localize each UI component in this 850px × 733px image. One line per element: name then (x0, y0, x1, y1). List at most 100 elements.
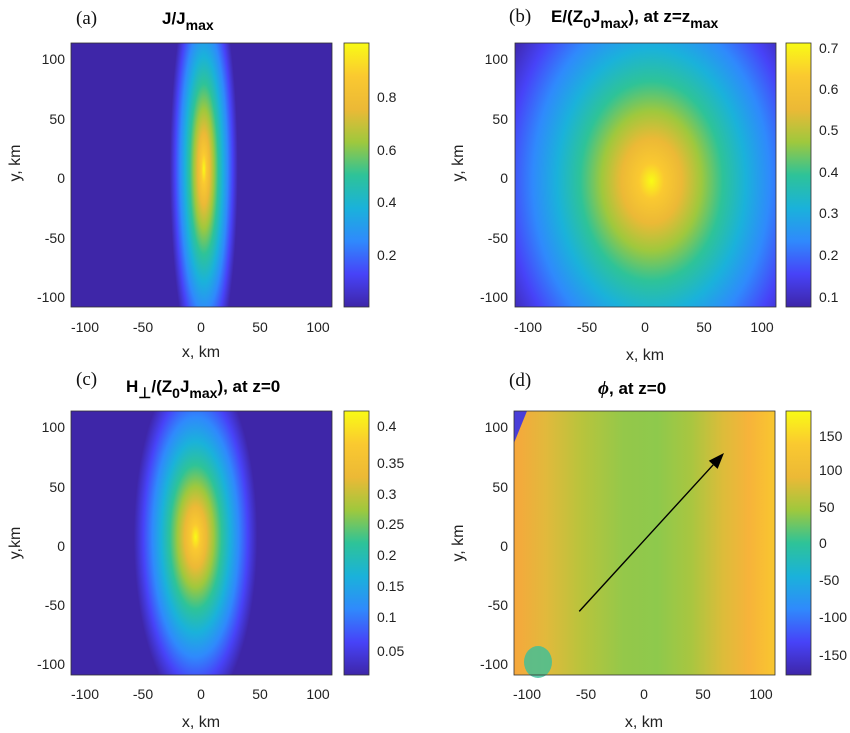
x-tick-label: 100 (750, 319, 774, 335)
colorbar-tick-label: 0.6 (377, 142, 397, 158)
heatmap-field (515, 43, 776, 307)
colorbar-tick-label: 150 (819, 428, 843, 444)
x-tick-label: 100 (306, 686, 330, 702)
x-tick-label: -50 (577, 319, 597, 335)
colorbar-tick-label: 0.2 (377, 247, 397, 263)
colorbar-tick-label: 0.25 (377, 516, 404, 532)
x-tick-label: 50 (252, 686, 268, 702)
y-tick-label: 50 (492, 111, 508, 127)
y-tick-label: -50 (488, 597, 508, 613)
x-tick-label: -100 (71, 319, 99, 335)
colorbar-b (785, 42, 812, 308)
y-tick-label: -100 (37, 656, 65, 672)
colorbar-ticks-b: 0.7 0.6 0.5 0.4 0.3 0.2 0.1 (819, 40, 839, 305)
x-tick-label: 50 (696, 319, 712, 335)
x-tick-label: 0 (197, 319, 205, 335)
y-axis-label-d: y, km (450, 524, 467, 561)
title-c: H⊥/(Z0Jmax), at z=0 (126, 377, 280, 402)
phase-spot (524, 646, 552, 678)
colorbar-a (343, 42, 370, 308)
title-d: ϕ, at z=0 (598, 378, 666, 399)
colorbar-tick-label: 100 (819, 462, 843, 478)
x-tick-label: -100 (514, 319, 542, 335)
y-axis-label-c: y,km (7, 527, 24, 560)
x-tick-label: 0 (640, 686, 648, 702)
colorbar-tick-label: 0.7 (819, 40, 839, 56)
y-ticks-c: 100 50 0 -50 -100 (37, 419, 65, 672)
colorbar-tick-label: -100 (819, 609, 847, 625)
colorbar-tick-label: 0.3 (377, 486, 397, 502)
x-tick-label: 50 (695, 686, 711, 702)
heatmap-d (514, 411, 775, 675)
x-ticks-c: -100 -50 0 50 100 (71, 686, 330, 702)
x-tick-label: 0 (197, 686, 205, 702)
y-tick-label: -100 (480, 289, 508, 305)
colorbar-tick-label: 0.8 (377, 89, 397, 105)
colorbar-tick-label: 0 (819, 535, 827, 551)
plot-frame-b (514, 42, 777, 308)
y-tick-label: -50 (45, 597, 65, 613)
colorbar-tick-label: -50 (819, 572, 839, 588)
colorbar-tick-label: -150 (819, 647, 847, 663)
y-tick-label: 50 (49, 479, 65, 495)
title-b: E/(Z0Jmax), at z=zmax (551, 7, 719, 31)
direction-arrow-head (708, 453, 724, 469)
x-ticks-a: -100 -50 0 50 100 (71, 319, 330, 335)
colorbar-tick-label: 0.3 (819, 205, 839, 221)
x-ticks-b: -100 -50 0 50 100 (514, 319, 774, 335)
colorbar-tick-label: 50 (819, 499, 835, 515)
x-axis-label-b: x, km (626, 347, 664, 364)
y-tick-label: 0 (500, 538, 508, 554)
x-tick-label: 100 (306, 319, 330, 335)
colorbar-tick-label: 0.5 (819, 122, 839, 138)
x-tick-label: 100 (749, 686, 773, 702)
x-tick-label: 50 (252, 319, 268, 335)
x-tick-label: -50 (576, 686, 596, 702)
phase-wrap-patch (514, 411, 527, 443)
y-tick-label: -50 (45, 230, 65, 246)
plot-frame-a (70, 42, 333, 308)
y-axis-label-a: y, km (7, 144, 24, 181)
y-tick-label: -50 (488, 230, 508, 246)
heatmap-field (71, 411, 332, 675)
colorbar-tick-label: 0.35 (377, 455, 404, 471)
panel-label-a: (a) (76, 8, 97, 29)
colorbar-tick-label: 0.2 (819, 247, 839, 263)
y-tick-label: 0 (57, 538, 65, 554)
y-tick-label: 0 (57, 170, 65, 186)
x-axis-label-d: x, km (625, 714, 663, 731)
y-tick-label: 50 (49, 111, 65, 127)
y-tick-label: 100 (42, 419, 66, 435)
y-ticks-b: 100 50 0 -50 -100 (480, 51, 508, 305)
heatmap-field (71, 43, 332, 307)
colorbar-tick-label: 0.6 (819, 81, 839, 97)
x-tick-label: 0 (641, 319, 649, 335)
y-tick-label: 100 (485, 51, 509, 67)
panel-a: (a) J/Jmax -100 -50 0 50 100 100 50 0 -5… (7, 8, 397, 335)
x-axis-label-c: x, km (182, 714, 220, 731)
panel-c: x, km (c) H⊥/(Z0Jmax), at z=0 -100 -50 0… (7, 344, 404, 731)
panel-b: (b) E/(Z0Jmax), at z=zmax -100 -50 0 50 … (450, 6, 839, 364)
direction-arrow-line (578, 464, 714, 612)
plot-frame-c (70, 410, 333, 676)
colorbar-tick-label: 0.4 (819, 164, 839, 180)
plot-frame-d (513, 410, 776, 676)
colorbar-tick-label: 0.4 (377, 194, 397, 210)
y-axis-label-b: y, km (450, 144, 467, 181)
x-tick-label: -50 (133, 686, 153, 702)
colorbar-tick-label: 0.05 (377, 643, 404, 659)
panel-d: (d) ϕ, at z=0 -100 -50 0 50 100 100 50 0… (450, 370, 847, 731)
y-tick-label: 100 (42, 51, 66, 67)
colorbar-d (785, 410, 812, 676)
colorbar-tick-label: 0.15 (377, 578, 404, 594)
y-tick-label: 100 (485, 419, 509, 435)
x-tick-label: -50 (133, 319, 153, 335)
y-tick-label: -100 (480, 656, 508, 672)
y-ticks-d: 100 50 0 -50 -100 (480, 419, 508, 672)
x-ticks-d: -100 -50 0 50 100 (513, 686, 773, 702)
panel-label-c: (c) (76, 369, 97, 390)
colorbar-tick-label: 0.1 (377, 609, 397, 625)
x-axis-label-a: x, km (182, 344, 220, 361)
y-tick-label: 0 (500, 170, 508, 186)
